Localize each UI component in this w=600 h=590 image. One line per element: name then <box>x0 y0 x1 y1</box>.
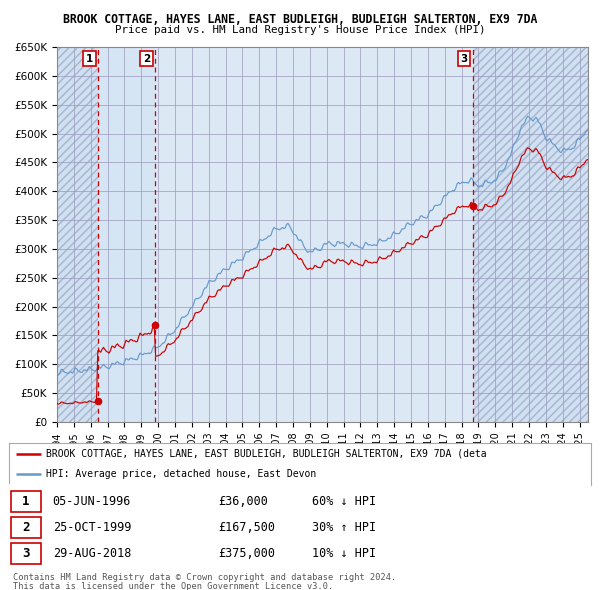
Text: £167,500: £167,500 <box>218 521 275 534</box>
Text: £375,000: £375,000 <box>218 547 275 560</box>
Bar <box>473 47 588 422</box>
Text: BROOK COTTAGE, HAYES LANE, EAST BUDLEIGH, BUDLEIGH SALTERTON, EX9 7DA: BROOK COTTAGE, HAYES LANE, EAST BUDLEIGH… <box>63 13 537 26</box>
Text: Price paid vs. HM Land Registry's House Price Index (HPI): Price paid vs. HM Land Registry's House … <box>115 25 485 35</box>
Text: 10% ↓ HPI: 10% ↓ HPI <box>311 547 376 560</box>
Text: BROOK COTTAGE, HAYES LANE, EAST BUDLEIGH, BUDLEIGH SALTERTON, EX9 7DA (deta: BROOK COTTAGE, HAYES LANE, EAST BUDLEIGH… <box>46 449 486 459</box>
Text: This data is licensed under the Open Government Licence v3.0.: This data is licensed under the Open Gov… <box>13 582 334 590</box>
FancyBboxPatch shape <box>11 543 41 564</box>
Text: Contains HM Land Registry data © Crown copyright and database right 2024.: Contains HM Land Registry data © Crown c… <box>13 573 397 582</box>
FancyBboxPatch shape <box>11 491 41 512</box>
Text: 3: 3 <box>461 54 468 64</box>
Text: 60% ↓ HPI: 60% ↓ HPI <box>311 495 376 508</box>
Text: 25-OCT-1999: 25-OCT-1999 <box>53 521 131 534</box>
Text: 30% ↑ HPI: 30% ↑ HPI <box>311 521 376 534</box>
Text: 2: 2 <box>143 54 150 64</box>
Bar <box>57 47 98 422</box>
Text: 05-JUN-1996: 05-JUN-1996 <box>53 495 131 508</box>
Text: 1: 1 <box>22 495 29 508</box>
Text: £36,000: £36,000 <box>218 495 268 508</box>
Bar <box>98 47 155 422</box>
Bar <box>57 47 98 422</box>
FancyBboxPatch shape <box>11 517 41 538</box>
Text: 1: 1 <box>86 54 93 64</box>
Text: 3: 3 <box>22 547 29 560</box>
Text: 2: 2 <box>22 521 29 534</box>
Text: 29-AUG-2018: 29-AUG-2018 <box>53 547 131 560</box>
Text: HPI: Average price, detached house, East Devon: HPI: Average price, detached house, East… <box>46 470 316 479</box>
Bar <box>473 47 588 422</box>
